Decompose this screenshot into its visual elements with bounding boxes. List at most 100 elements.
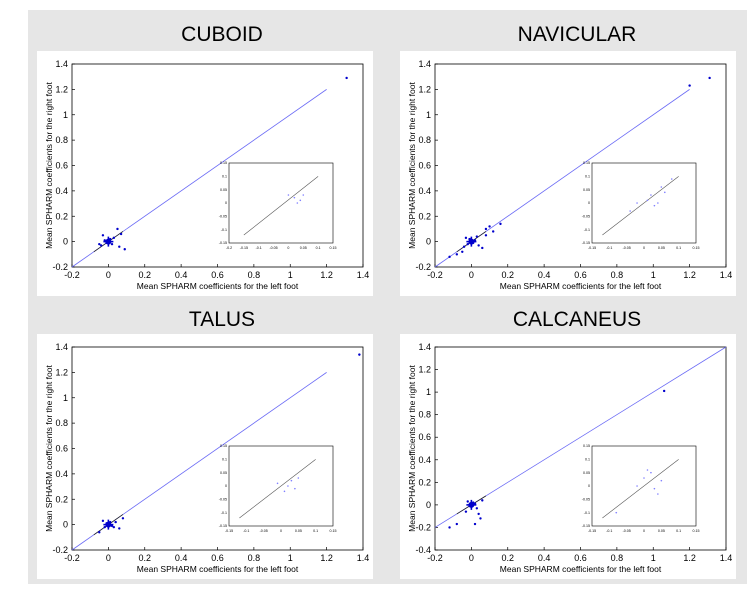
y-tick-label: 0 — [63, 520, 68, 530]
x-tick-label: 1.4 — [720, 553, 733, 563]
inset-x-tick-label: -0.1 — [243, 529, 249, 533]
y-tick-label: 0 — [426, 500, 431, 510]
inset-data-point — [302, 194, 305, 196]
data-point — [116, 227, 119, 231]
x-tick-label: 0 — [106, 553, 111, 563]
y-tick-label: 0.2 — [418, 477, 431, 487]
x-tick-label: 0.8 — [248, 553, 261, 563]
x-tick-label: 0.4 — [538, 553, 551, 563]
inset-x-tick-label: -0.05 — [260, 529, 268, 533]
y-tick-label: 1.4 — [418, 342, 431, 352]
inset-data-point — [636, 485, 638, 487]
y-axis-label: Mean SPHARM coefficients for the right f… — [407, 365, 417, 532]
inset-x-tick-label: 0 — [280, 529, 282, 533]
inset-x-tick-label: -0.15 — [588, 529, 596, 533]
data-point — [662, 389, 666, 393]
data-point — [455, 253, 459, 256]
inset-data-point — [650, 194, 652, 196]
inset-data-point — [646, 469, 649, 471]
x-tick-label: 1 — [288, 553, 293, 563]
inset-x-tick-label: 0.1 — [313, 529, 318, 533]
inset-data-point — [294, 487, 296, 490]
y-tick-label: 0.6 — [55, 444, 68, 454]
x-tick-label: 0.8 — [248, 270, 261, 280]
inset-fit-line — [602, 459, 679, 519]
data-point — [462, 245, 466, 248]
inset-x-tick-label: 0.05 — [658, 246, 665, 250]
x-tick-label: 1.2 — [683, 270, 696, 280]
inset-y-tick-label: 0.1 — [222, 175, 227, 179]
inset-y-tick-label: 0.1 — [585, 175, 590, 179]
inset-fit-line — [239, 459, 316, 519]
data-point — [99, 244, 103, 247]
y-tick-label: 1.2 — [55, 367, 68, 377]
data-point — [688, 84, 691, 87]
inset-data-point — [283, 490, 286, 493]
inset-x-tick-label: -0.15 — [225, 529, 233, 533]
data-point — [492, 230, 495, 233]
data-point — [119, 232, 123, 236]
data-point — [112, 525, 116, 529]
x-tick-label: 0.6 — [211, 270, 224, 280]
chart-title-navicular: NAVICULAR — [517, 23, 637, 46]
y-tick-label: 1 — [426, 110, 431, 120]
inset-data-point — [650, 471, 652, 474]
inset-x-tick-label: -0.2 — [226, 246, 232, 250]
x-tick-label: 1.2 — [320, 553, 333, 563]
inset-x-tick-label: 0.15 — [330, 529, 337, 533]
inset-y-tick-label: -0.05 — [219, 498, 227, 502]
inset-y-tick-label: -0.1 — [221, 511, 227, 515]
y-tick-label: -0.2 — [415, 522, 431, 532]
chart-calcaneus: -0.2 0 0.2 0.4 0.6 0.8 1 1.2 1.4-0.4-0.200.20.40… — [400, 334, 736, 579]
y-tick-label: 0 — [63, 237, 68, 247]
inset-x-tick-label: -0.05 — [269, 246, 277, 250]
y-tick-label: 1 — [426, 387, 431, 397]
x-axis-label: Mean SPHARM coefficients for the left fo… — [137, 564, 299, 574]
inset-y-tick-label: 0.15 — [220, 161, 227, 165]
y-tick-label: 0.8 — [55, 418, 68, 428]
y-tick-label: 1.2 — [418, 365, 431, 375]
inset-y-tick-label: 0.05 — [220, 188, 227, 192]
inset-data-point — [299, 199, 302, 202]
y-tick-label: 1.2 — [55, 84, 68, 94]
data-point — [345, 76, 348, 80]
x-tick-label: 1 — [651, 270, 656, 280]
data-point — [101, 234, 105, 237]
chart-cuboid: -0.2 0 0.2 0.4 0.6 0.8 1 1.2 1.4 -0.2 0 0.2 0.4 0.6 0.… — [37, 51, 373, 296]
x-tick-label: -0.2 — [64, 553, 80, 563]
y-tick-label: 0.2 — [418, 211, 431, 221]
inset-fit-line — [602, 176, 679, 236]
x-tick-label: 0.8 — [611, 270, 624, 280]
data-point — [461, 250, 464, 253]
y-tick-label: -0.2 — [415, 262, 431, 272]
data-point — [98, 531, 101, 534]
x-tick-label: 1 — [288, 270, 293, 280]
inset-y-tick-label: 0 — [588, 484, 590, 488]
inset-y-tick-label: 0.05 — [220, 471, 227, 475]
y-tick-label: 0.8 — [418, 135, 431, 145]
inset-x-tick-label: 0.15 — [693, 246, 700, 250]
y-tick-label: 0 — [426, 237, 431, 247]
origin-cluster-dot — [468, 238, 475, 245]
inset-y-tick-label: -0.15 — [219, 241, 227, 245]
y-tick-label: 0.6 — [418, 432, 431, 442]
inset-y-tick-label: 0.15 — [220, 444, 227, 448]
x-axis-label: Mean SPHARM coefficients for the left fo… — [137, 281, 299, 291]
inset-y-tick-label: 0 — [225, 484, 227, 488]
x-tick-label: -0.2 — [427, 270, 443, 280]
data-point — [481, 499, 484, 502]
y-tick-label: 0.6 — [55, 161, 68, 171]
inset-data-point — [297, 477, 300, 479]
data-point — [477, 244, 480, 247]
inset-y-tick-label: 0.15 — [583, 161, 590, 165]
inset-data-point — [296, 202, 299, 204]
y-tick-label: 1.4 — [55, 59, 68, 69]
y-tick-label: -0.2 — [52, 262, 68, 272]
x-tick-label: 0 — [469, 553, 474, 563]
x-axis-label: Mean SPHARM coefficients for the left fo… — [500, 564, 662, 574]
y-axis-label: Mean SPHARM coefficients for the right f… — [44, 365, 54, 532]
y-tick-label: 0.4 — [55, 186, 68, 196]
inset-y-tick-label: -0.1 — [221, 228, 227, 232]
inset-data-point — [636, 202, 638, 204]
data-point — [112, 236, 116, 240]
